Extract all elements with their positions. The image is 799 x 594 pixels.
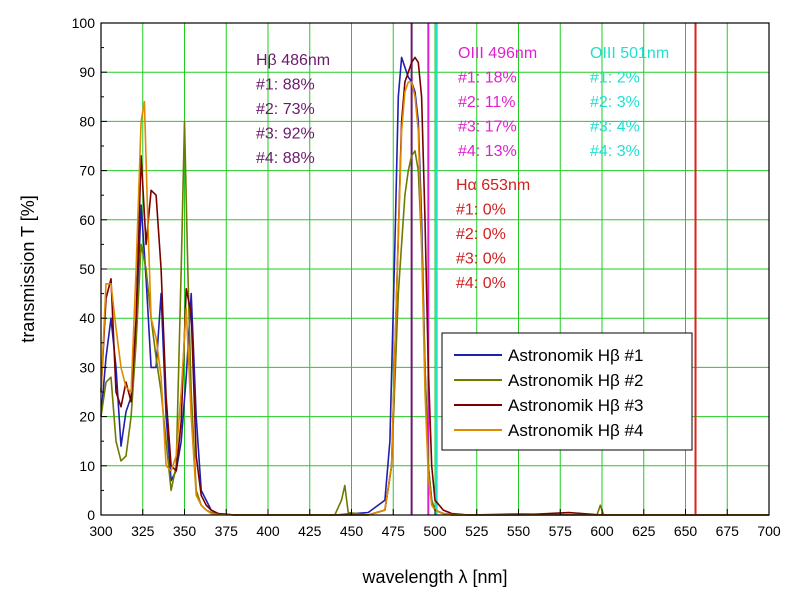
axis-ticks: 300 325 350 375 400 425 450 475 500 525 550 575 600 6…: [72, 15, 781, 539]
annotation-line: #3: 92%: [256, 126, 315, 143]
annotation-line: #4: 13%: [458, 143, 517, 160]
annotation-line: OIII 501nm: [590, 45, 669, 62]
x-tick-label: 350: [173, 523, 197, 539]
y-tick-label: 50: [79, 261, 95, 277]
y-tick-label: 90: [79, 64, 95, 80]
x-tick-label: 375: [215, 523, 239, 539]
legend-label: Astronomik Hβ #3: [508, 396, 643, 415]
annotation-line: #4: 3%: [590, 143, 640, 160]
annotation-line: Hα 653nm: [456, 177, 530, 194]
annotation-line: #1: 88%: [256, 77, 315, 94]
annotation-line: Hβ 486nm: [256, 52, 330, 69]
annotation-line: OIII 496nm: [458, 45, 537, 62]
x-tick-label: 450: [340, 523, 364, 539]
y-tick-label: 80: [79, 113, 95, 129]
y-tick-label: 60: [79, 212, 95, 228]
y-tick-label: 10: [79, 458, 95, 474]
legend: Astronomik Hβ #1 Astronomik Hβ #2 Astronom…: [441, 332, 693, 451]
x-axis-label: wavelength λ [nm]: [361, 567, 507, 587]
x-tick-label: 500: [423, 523, 447, 539]
x-tick-label: 425: [298, 523, 322, 539]
x-tick-label: 300: [89, 523, 113, 539]
annotations: Hβ 486nm #1: 88% #2: 73% #3: 92% #4: 88% OIII…: [256, 45, 669, 292]
annotation-line: #1: 0%: [456, 202, 506, 219]
x-tick-label: 550: [507, 523, 531, 539]
y-axis-label: transmission T [%]: [18, 195, 38, 342]
x-tick-label: 400: [256, 523, 280, 539]
x-tick-label: 575: [549, 523, 573, 539]
annotation-line: #2: 3%: [590, 94, 640, 111]
y-tick-label: 20: [79, 409, 95, 425]
x-tick-label: 525: [465, 523, 489, 539]
annotation-line: #2: 11%: [458, 94, 516, 111]
reference-lines: [410, 23, 697, 515]
x-tick-label: 325: [131, 523, 155, 539]
x-tick-label: 600: [590, 523, 614, 539]
annotation-line: #3: 4%: [590, 119, 640, 136]
x-tick-label: 675: [716, 523, 740, 539]
x-tick-label: 475: [382, 523, 406, 539]
y-tick-label: 100: [72, 15, 96, 31]
annotation-line: #3: 0%: [456, 251, 506, 268]
x-tick-label: 700: [757, 523, 781, 539]
x-tick-label: 625: [632, 523, 656, 539]
annotation-line: #3: 17%: [458, 119, 517, 136]
x-tick-label: 650: [674, 523, 698, 539]
legend-label: Astronomik Hβ #1: [508, 346, 643, 365]
y-tick-label: 30: [79, 359, 95, 375]
y-tick-label: 70: [79, 163, 95, 179]
annotation-line: #2: 73%: [256, 101, 315, 118]
annotation-line: #1: 18%: [458, 70, 517, 87]
annotation-line: #1: 2%: [590, 70, 640, 87]
legend-label: Astronomik Hβ #2: [508, 371, 643, 390]
y-tick-label: 0: [87, 507, 95, 523]
y-tick-label: 40: [79, 310, 95, 326]
annotation-line: #2: 0%: [456, 226, 506, 243]
legend-label: Astronomik Hβ #4: [508, 421, 643, 440]
annotation-line: #4: 0%: [456, 275, 506, 292]
annotation-line: #4: 88%: [256, 150, 315, 167]
